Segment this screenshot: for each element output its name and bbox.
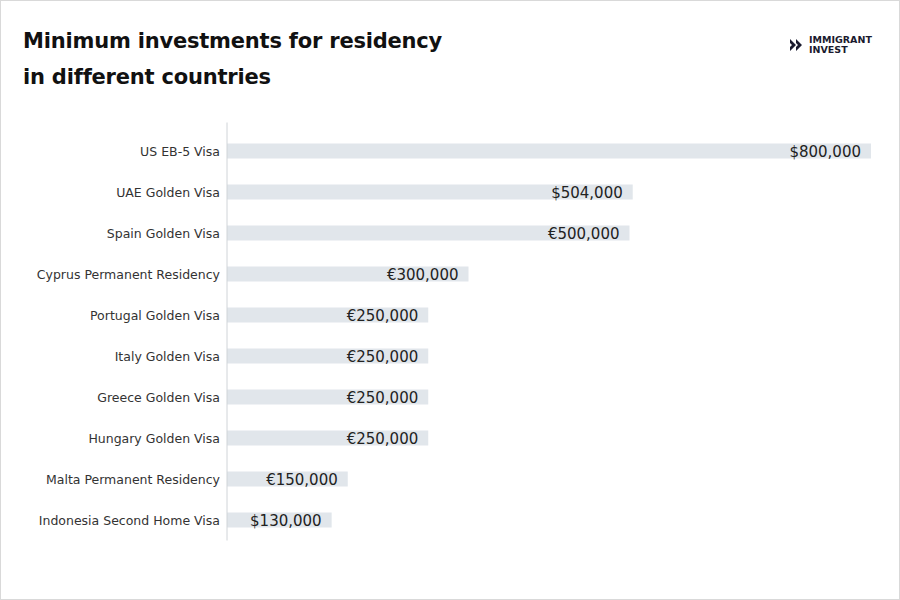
category-label: Cyprus Permanent Residency xyxy=(37,267,221,282)
logo-text: IMMIGRANTINVEST xyxy=(809,35,872,55)
category-label: Greece Golden Visa xyxy=(97,390,220,405)
page: Minimum investments for residency in dif… xyxy=(0,0,900,600)
data-label: €250,000 xyxy=(347,348,419,366)
bars xyxy=(227,144,871,528)
axis-line xyxy=(227,123,228,541)
category-label: Spain Golden Visa xyxy=(107,226,220,241)
category-label: Malta Permanent Residency xyxy=(46,472,221,487)
logo-line: IMMIGRANT xyxy=(809,35,872,45)
logo-line: INVEST xyxy=(809,45,872,55)
title: Minimum investments for residency in dif… xyxy=(23,23,442,95)
category-label: Italy Golden Visa xyxy=(115,349,220,364)
category-label: Portugal Golden Visa xyxy=(90,308,220,323)
data-label: $504,000 xyxy=(551,184,623,202)
data-label: €500,000 xyxy=(548,225,620,243)
category-label: UAE Golden Visa xyxy=(116,185,220,200)
chart: US EB-5 Visa UAE Golden Visa Spain Golden … xyxy=(1,1,900,600)
data-label: $800,000 xyxy=(789,143,861,161)
category-label: Hungary Golden Visa xyxy=(88,431,220,446)
category-label: US EB-5 Visa xyxy=(140,144,220,159)
data-label: €300,000 xyxy=(387,266,459,284)
logo-icon xyxy=(789,37,805,53)
logo: IMMIGRANTINVEST xyxy=(789,35,872,55)
category-label: Indonesia Second Home Visa xyxy=(39,513,220,528)
data-label: €150,000 xyxy=(266,471,338,489)
data-label: €250,000 xyxy=(347,430,419,448)
data-label: $130,000 xyxy=(250,512,322,530)
data-label: €250,000 xyxy=(347,389,419,407)
data-label: €250,000 xyxy=(347,307,419,325)
bar xyxy=(227,144,871,159)
